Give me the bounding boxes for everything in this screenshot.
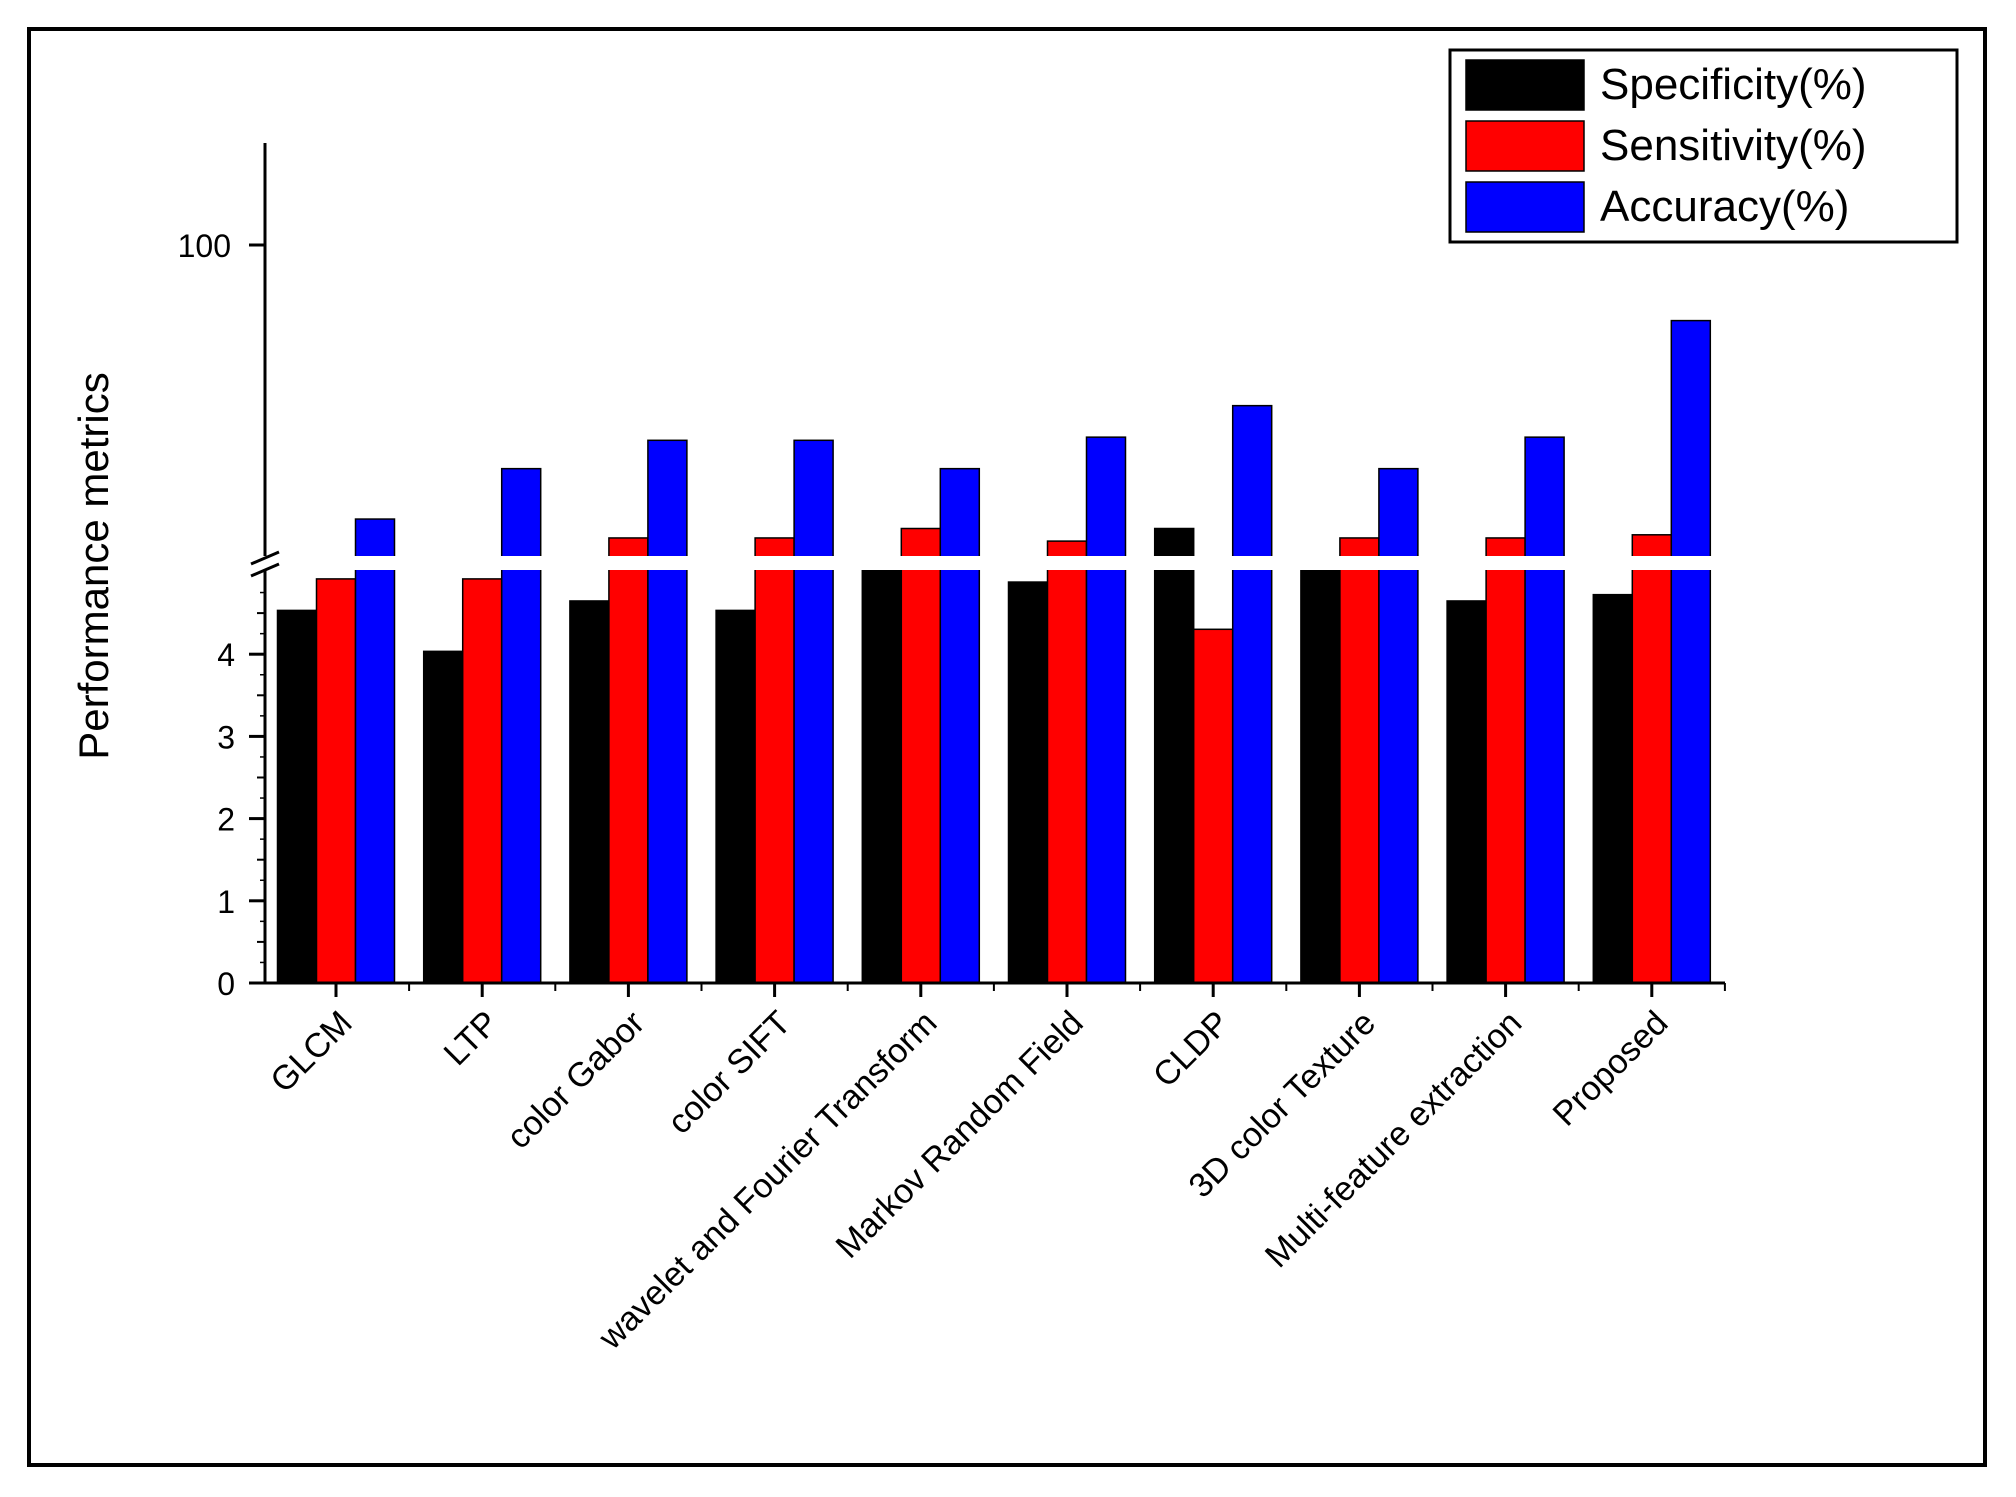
- bar-sensitivity-3d-color-texture: [1339, 537, 1380, 984]
- bar-specificity-proposed: [1592, 593, 1634, 984]
- bar-specificity-glcm: [276, 609, 318, 984]
- legend: Specificity(%) Sensitivity(%) Accuracy(%): [1448, 48, 1959, 244]
- bar-specificity-color-gabor: [569, 600, 610, 984]
- y-axis-label: Performance metrics: [70, 372, 117, 759]
- bar-sensitivity-glcm: [315, 578, 357, 984]
- bar-specificity-wavelet-and-fourier-transform: [861, 556, 903, 984]
- legend-label-sensitivity: Sensitivity(%): [1600, 121, 1867, 170]
- bar-specificity-ltp: [422, 650, 464, 984]
- bar-sensitivity-color-sift: [754, 537, 795, 984]
- x-tick-label-cldp: CLDP: [1146, 1004, 1237, 1095]
- legend-label-specificity: Specificity(%): [1600, 60, 1867, 109]
- bar-specificity-markov-random-field: [1007, 581, 1049, 984]
- bar-sensitivity-color-gabor: [608, 537, 649, 984]
- legend-swatch-sensitivity: [1465, 120, 1585, 172]
- bar-sensitivity-cldp: [1192, 628, 1234, 984]
- y-tick-label-3: 3: [217, 719, 235, 755]
- y-tick-label-100: 100: [178, 228, 231, 264]
- bar-accuracy-markov-random-field: [1085, 436, 1127, 984]
- axes-layer: [249, 143, 1732, 997]
- bar-accuracy-glcm: [354, 518, 396, 984]
- bar-sensitivity-ltp: [461, 578, 503, 984]
- bar-specificity-3d-color-texture: [1300, 568, 1341, 984]
- x-tick-label-color-gabor: color Gabor: [500, 1004, 652, 1156]
- y-tick-label-0: 0: [217, 966, 235, 1002]
- bar-sensitivity-multi-feature-extraction: [1485, 537, 1526, 984]
- x-tick-label-color-sift: color SIFT: [661, 1004, 799, 1142]
- bar-accuracy-multi-feature-extraction: [1524, 436, 1565, 984]
- axis-break-mark: [250, 550, 280, 566]
- bars-layer: [276, 319, 1712, 984]
- y-tick-label-1: 1: [217, 884, 235, 920]
- bar-accuracy-3d-color-texture: [1378, 467, 1419, 984]
- x-tick-label-glcm: GLCM: [263, 1004, 359, 1100]
- bar-sensitivity-wavelet-and-fourier-transform: [900, 527, 942, 984]
- bar-accuracy-wavelet-and-fourier-transform: [939, 467, 981, 984]
- bar-specificity-multi-feature-extraction: [1446, 600, 1487, 984]
- x-tick-label-multi-feature-extraction: Multi-feature extraction: [1258, 1004, 1529, 1275]
- y-tick-label-2: 2: [217, 802, 235, 838]
- bar-specificity-cldp: [1153, 527, 1195, 984]
- bar-accuracy-ltp: [500, 467, 542, 984]
- legend-swatch-accuracy: [1465, 181, 1585, 233]
- axis-break-gap: [262, 556, 1732, 570]
- x-tick-label-ltp: LTP: [437, 1004, 506, 1073]
- x-tick-label-proposed: Proposed: [1546, 1004, 1676, 1134]
- bar-accuracy-proposed: [1670, 319, 1712, 984]
- bar-sensitivity-markov-random-field: [1046, 540, 1088, 984]
- bar-accuracy-color-gabor: [647, 439, 688, 984]
- bar-specificity-color-sift: [715, 609, 756, 984]
- bar-accuracy-color-sift: [793, 439, 834, 984]
- bar-accuracy-cldp: [1231, 404, 1273, 984]
- axis-break-mark: [250, 562, 280, 578]
- bar-sensitivity-proposed: [1631, 534, 1673, 984]
- legend-swatch-specificity: [1465, 59, 1585, 111]
- x-tick-label-markov-random-field: Markov Random Field: [829, 1004, 1091, 1266]
- legend-label-accuracy: Accuracy(%): [1600, 182, 1849, 231]
- y-tick-label-4: 4: [217, 637, 235, 673]
